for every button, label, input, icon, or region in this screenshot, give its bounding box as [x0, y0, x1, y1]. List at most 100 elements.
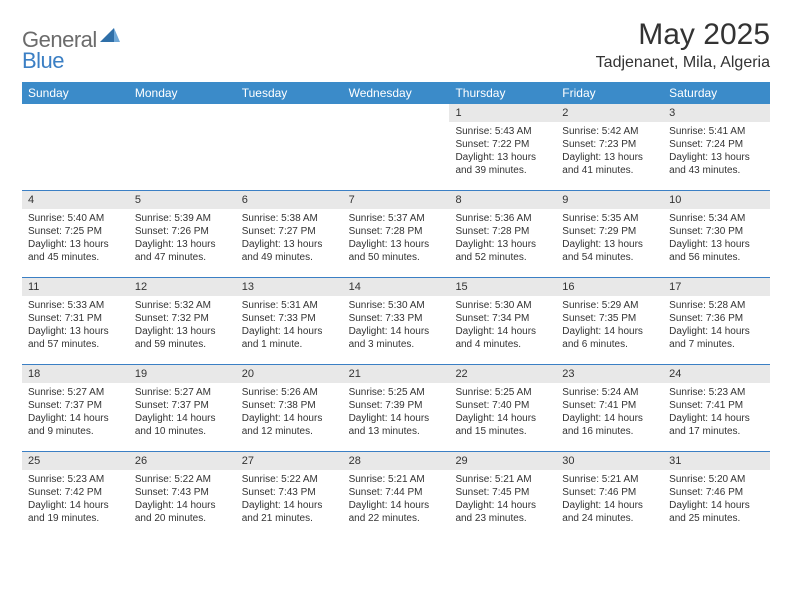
day-cell: 27Sunrise: 5:22 AMSunset: 7:43 PMDayligh…: [236, 452, 343, 538]
sunrise-line: Sunrise: 5:21 AM: [455, 473, 550, 486]
sunrise-line: Sunrise: 5:23 AM: [28, 473, 123, 486]
logo-sail-icon: [100, 26, 120, 47]
day-cell: [236, 104, 343, 190]
day-cell: 6Sunrise: 5:38 AMSunset: 7:27 PMDaylight…: [236, 191, 343, 277]
sunset-line: Sunset: 7:36 PM: [669, 312, 764, 325]
day-body: Sunrise: 5:21 AMSunset: 7:46 PMDaylight:…: [556, 470, 663, 529]
day-body: Sunrise: 5:33 AMSunset: 7:31 PMDaylight:…: [22, 296, 129, 355]
day-body: Sunrise: 5:30 AMSunset: 7:34 PMDaylight:…: [449, 296, 556, 355]
sunrise-line: Sunrise: 5:35 AM: [562, 212, 657, 225]
sunrise-line: Sunrise: 5:29 AM: [562, 299, 657, 312]
day-number: 13: [236, 278, 343, 296]
sunset-line: Sunset: 7:37 PM: [135, 399, 230, 412]
day-cell: 10Sunrise: 5:34 AMSunset: 7:30 PMDayligh…: [663, 191, 770, 277]
sunset-line: Sunset: 7:35 PM: [562, 312, 657, 325]
daylight-line: Daylight: 13 hours and 52 minutes.: [455, 238, 550, 264]
daylight-line: Daylight: 14 hours and 16 minutes.: [562, 412, 657, 438]
daylight-line: Daylight: 14 hours and 22 minutes.: [349, 499, 444, 525]
day-number: 10: [663, 191, 770, 209]
location: Tadjenanet, Mila, Algeria: [596, 54, 770, 72]
sunset-line: Sunset: 7:29 PM: [562, 225, 657, 238]
sunrise-line: Sunrise: 5:37 AM: [349, 212, 444, 225]
day-cell: 14Sunrise: 5:30 AMSunset: 7:33 PMDayligh…: [343, 278, 450, 364]
day-body: Sunrise: 5:22 AMSunset: 7:43 PMDaylight:…: [129, 470, 236, 529]
day-body: Sunrise: 5:38 AMSunset: 7:27 PMDaylight:…: [236, 209, 343, 268]
sunrise-line: Sunrise: 5:36 AM: [455, 212, 550, 225]
daylight-line: Daylight: 13 hours and 50 minutes.: [349, 238, 444, 264]
day-body: Sunrise: 5:31 AMSunset: 7:33 PMDaylight:…: [236, 296, 343, 355]
day-body: Sunrise: 5:35 AMSunset: 7:29 PMDaylight:…: [556, 209, 663, 268]
day-cell: 30Sunrise: 5:21 AMSunset: 7:46 PMDayligh…: [556, 452, 663, 538]
weeks-container: 1Sunrise: 5:43 AMSunset: 7:22 PMDaylight…: [22, 104, 770, 538]
sunrise-line: Sunrise: 5:24 AM: [562, 386, 657, 399]
day-number: 4: [22, 191, 129, 209]
sunset-line: Sunset: 7:39 PM: [349, 399, 444, 412]
day-cell: [343, 104, 450, 190]
day-cell: 1Sunrise: 5:43 AMSunset: 7:22 PMDaylight…: [449, 104, 556, 190]
sunset-line: Sunset: 7:32 PM: [135, 312, 230, 325]
day-number: 22: [449, 365, 556, 383]
sunrise-line: Sunrise: 5:25 AM: [349, 386, 444, 399]
day-cell: [129, 104, 236, 190]
day-cell: 25Sunrise: 5:23 AMSunset: 7:42 PMDayligh…: [22, 452, 129, 538]
sunrise-line: Sunrise: 5:25 AM: [455, 386, 550, 399]
day-body: Sunrise: 5:21 AMSunset: 7:44 PMDaylight:…: [343, 470, 450, 529]
sunset-line: Sunset: 7:34 PM: [455, 312, 550, 325]
weekday-header: Monday: [129, 82, 236, 104]
day-body: Sunrise: 5:23 AMSunset: 7:41 PMDaylight:…: [663, 383, 770, 442]
daylight-line: Daylight: 14 hours and 12 minutes.: [242, 412, 337, 438]
daylight-line: Daylight: 13 hours and 49 minutes.: [242, 238, 337, 264]
day-number: 31: [663, 452, 770, 470]
weekday-header: Friday: [556, 82, 663, 104]
day-cell: 22Sunrise: 5:25 AMSunset: 7:40 PMDayligh…: [449, 365, 556, 451]
day-number: 7: [343, 191, 450, 209]
day-number: 28: [343, 452, 450, 470]
day-number: 6: [236, 191, 343, 209]
daylight-line: Daylight: 14 hours and 17 minutes.: [669, 412, 764, 438]
sunset-line: Sunset: 7:44 PM: [349, 486, 444, 499]
day-number: 29: [449, 452, 556, 470]
sunrise-line: Sunrise: 5:38 AM: [242, 212, 337, 225]
day-body: Sunrise: 5:25 AMSunset: 7:40 PMDaylight:…: [449, 383, 556, 442]
daylight-line: Daylight: 13 hours and 39 minutes.: [455, 151, 550, 177]
day-body: Sunrise: 5:25 AMSunset: 7:39 PMDaylight:…: [343, 383, 450, 442]
sunset-line: Sunset: 7:30 PM: [669, 225, 764, 238]
day-body: Sunrise: 5:22 AMSunset: 7:43 PMDaylight:…: [236, 470, 343, 529]
logo-text-blue: Blue: [22, 48, 64, 73]
day-cell: 19Sunrise: 5:27 AMSunset: 7:37 PMDayligh…: [129, 365, 236, 451]
sunset-line: Sunset: 7:22 PM: [455, 138, 550, 151]
day-number: 21: [343, 365, 450, 383]
sunrise-line: Sunrise: 5:33 AM: [28, 299, 123, 312]
day-number: 23: [556, 365, 663, 383]
day-body: Sunrise: 5:34 AMSunset: 7:30 PMDaylight:…: [663, 209, 770, 268]
sunset-line: Sunset: 7:46 PM: [562, 486, 657, 499]
daylight-line: Daylight: 13 hours and 47 minutes.: [135, 238, 230, 264]
sunrise-line: Sunrise: 5:30 AM: [349, 299, 444, 312]
sunrise-line: Sunrise: 5:27 AM: [28, 386, 123, 399]
day-number: 5: [129, 191, 236, 209]
sunrise-line: Sunrise: 5:41 AM: [669, 125, 764, 138]
sunrise-line: Sunrise: 5:34 AM: [669, 212, 764, 225]
sunrise-line: Sunrise: 5:22 AM: [135, 473, 230, 486]
day-number: 19: [129, 365, 236, 383]
daylight-line: Daylight: 14 hours and 23 minutes.: [455, 499, 550, 525]
weekday-header: Tuesday: [236, 82, 343, 104]
day-body: Sunrise: 5:27 AMSunset: 7:37 PMDaylight:…: [22, 383, 129, 442]
day-body: Sunrise: 5:32 AMSunset: 7:32 PMDaylight:…: [129, 296, 236, 355]
sunset-line: Sunset: 7:28 PM: [455, 225, 550, 238]
sunset-line: Sunset: 7:43 PM: [242, 486, 337, 499]
daylight-line: Daylight: 14 hours and 7 minutes.: [669, 325, 764, 351]
sunset-line: Sunset: 7:23 PM: [562, 138, 657, 151]
daylight-line: Daylight: 14 hours and 24 minutes.: [562, 499, 657, 525]
week-row: 18Sunrise: 5:27 AMSunset: 7:37 PMDayligh…: [22, 365, 770, 452]
sunset-line: Sunset: 7:33 PM: [242, 312, 337, 325]
daylight-line: Daylight: 14 hours and 6 minutes.: [562, 325, 657, 351]
daylight-line: Daylight: 14 hours and 4 minutes.: [455, 325, 550, 351]
day-body: Sunrise: 5:21 AMSunset: 7:45 PMDaylight:…: [449, 470, 556, 529]
day-body: Sunrise: 5:20 AMSunset: 7:46 PMDaylight:…: [663, 470, 770, 529]
weekday-header: Saturday: [663, 82, 770, 104]
sunrise-line: Sunrise: 5:27 AM: [135, 386, 230, 399]
day-cell: 13Sunrise: 5:31 AMSunset: 7:33 PMDayligh…: [236, 278, 343, 364]
week-row: 25Sunrise: 5:23 AMSunset: 7:42 PMDayligh…: [22, 452, 770, 538]
day-cell: 17Sunrise: 5:28 AMSunset: 7:36 PMDayligh…: [663, 278, 770, 364]
